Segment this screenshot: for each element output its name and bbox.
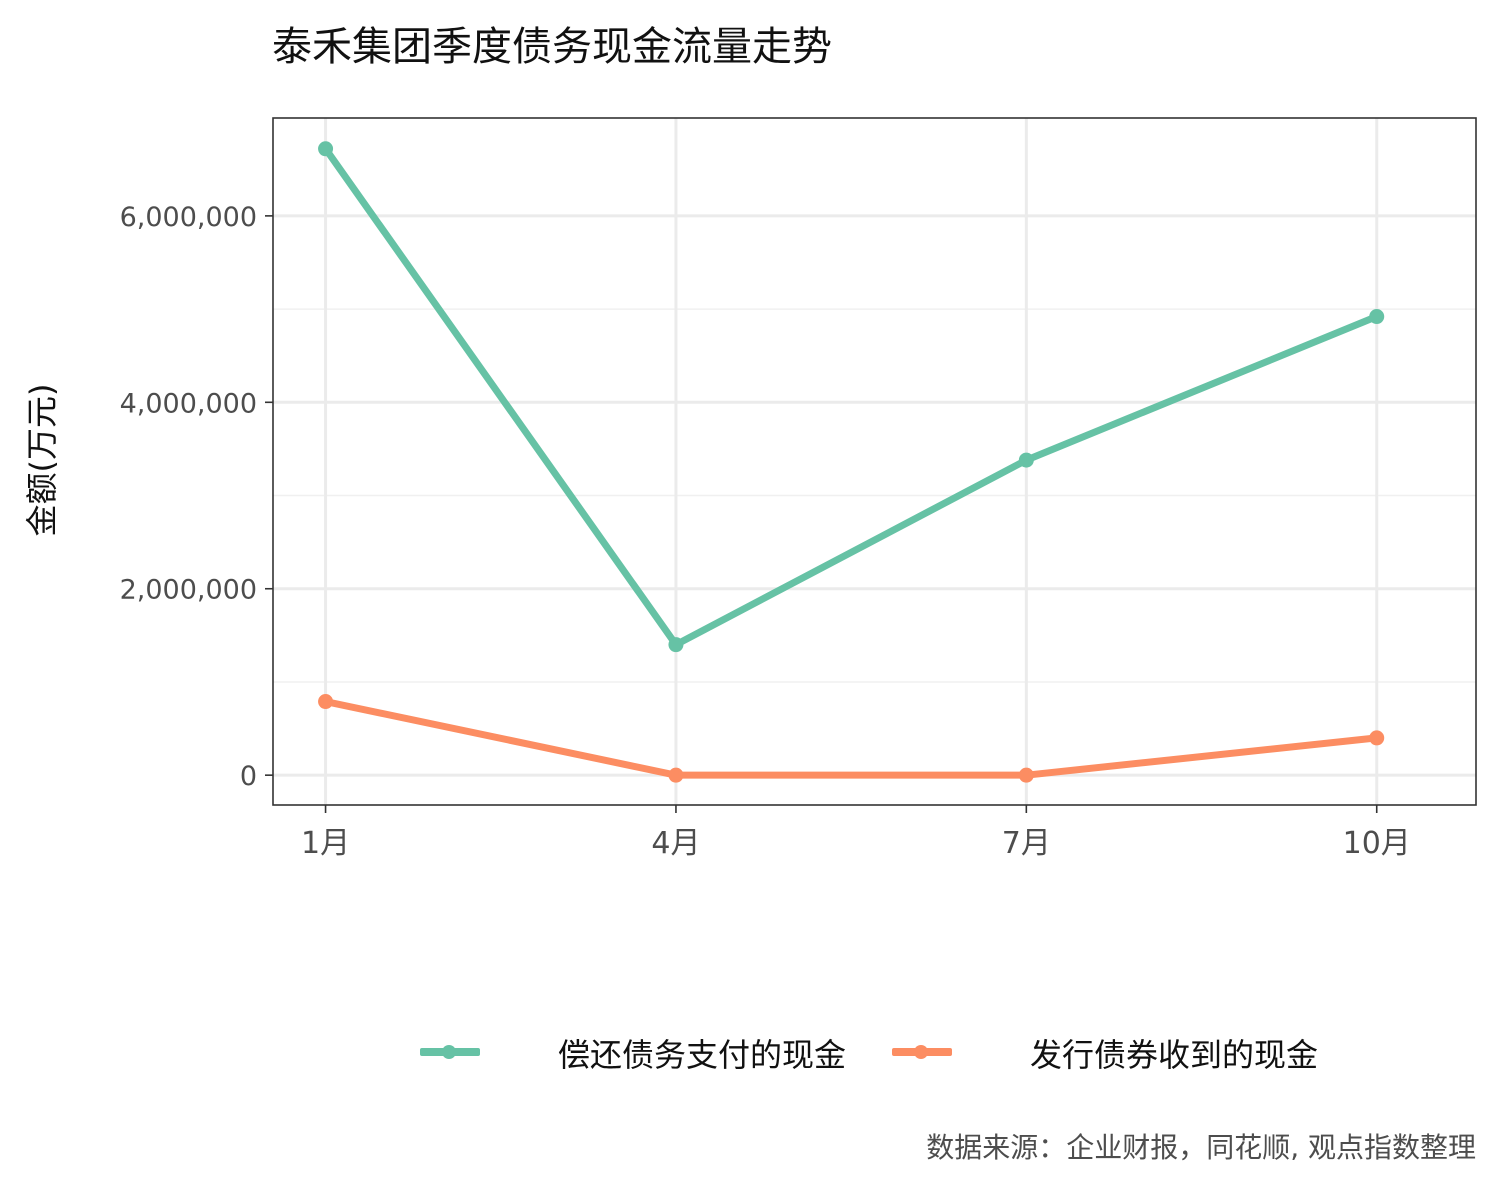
legend-item-repay: 偿还债务支付的现金: [420, 1030, 846, 1076]
data-point-0-2: [1018, 452, 1034, 468]
grid-lines: [273, 118, 1476, 805]
chart-title: 泰禾集团季度债务现金流量走势: [272, 24, 832, 70]
series-line-0: [322, 146, 1379, 649]
legend-label-repay: 偿还债务支付的现金: [558, 1036, 847, 1074]
y-tick-label: 2,000,000: [120, 575, 257, 606]
axis-ticks: [265, 215, 1378, 813]
legend-key-repay: [420, 1031, 480, 1075]
data-point-0-3: [1369, 309, 1385, 325]
data-point-1-3: [1369, 730, 1385, 746]
data-point-0-0: [318, 141, 334, 157]
tick-labels: 0 2,000,000 4,000,000 6,000,000 1月 4月 7月 10月: [120, 202, 1411, 861]
data-point-1-1: [668, 767, 684, 783]
x-tick-label: 7月: [1002, 826, 1051, 861]
legend-point-issue: [914, 1045, 929, 1059]
legend-item-issue: 发行债券收到的现金: [892, 1030, 1318, 1076]
x-tick-label: 1月: [301, 826, 350, 861]
plot-panel-border: [272, 117, 1477, 806]
data-point-1-2: [1018, 767, 1034, 783]
x-tick-label: 10月: [1343, 826, 1411, 861]
y-tick-label: 4,000,000: [120, 388, 257, 419]
data-point-1-0: [318, 694, 334, 710]
legend-key-issue: [892, 1031, 953, 1075]
legend-label-issue: 发行债券收到的现金: [1030, 1036, 1319, 1074]
data-point-0-1: [668, 637, 684, 653]
series-layer: [318, 141, 1385, 783]
y-tick-label: 0: [240, 761, 257, 792]
series-line-1: [324, 698, 1378, 779]
plot-panel-background: [273, 118, 1476, 805]
legend: 偿还债务支付的现金 发行债券收到的现金: [420, 1030, 1364, 1076]
x-tick-label: 4月: [651, 826, 700, 861]
legend-point-repay: [442, 1045, 456, 1059]
y-tick-label: 6,000,000: [120, 202, 257, 233]
source-caption: 数据来源：企业财报，同花顺, 观点指数整理: [926, 1131, 1476, 1164]
